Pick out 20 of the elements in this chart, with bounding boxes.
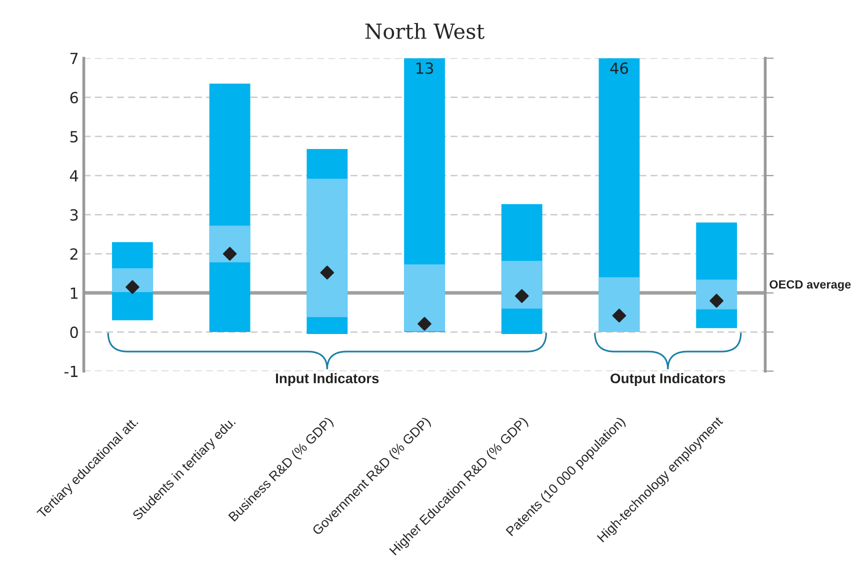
y-tick-label: 6 [70,92,78,104]
y-tick-label: 5 [70,131,78,142]
point [320,266,334,280]
chart-title: North West [365,22,484,40]
y-tick-label: 1 [70,288,78,299]
y-tick-label: 4 [70,170,78,182]
point [418,316,432,331]
ref-line-label: OECD average [770,280,851,291]
text: Input Indicators [276,373,379,386]
point [514,289,529,303]
data-label: 46 [610,62,628,74]
point [222,246,237,261]
text: Output Indicators [610,373,726,386]
y-tick-label: -1 [64,366,78,377]
y-tick-label: 0 [70,326,78,338]
y-tick-label: 2 [70,248,78,260]
y-tick-label: 3 [70,209,78,221]
data-label: 13 [416,62,434,74]
point [612,308,626,323]
y-tick-label: 7 [70,52,78,64]
